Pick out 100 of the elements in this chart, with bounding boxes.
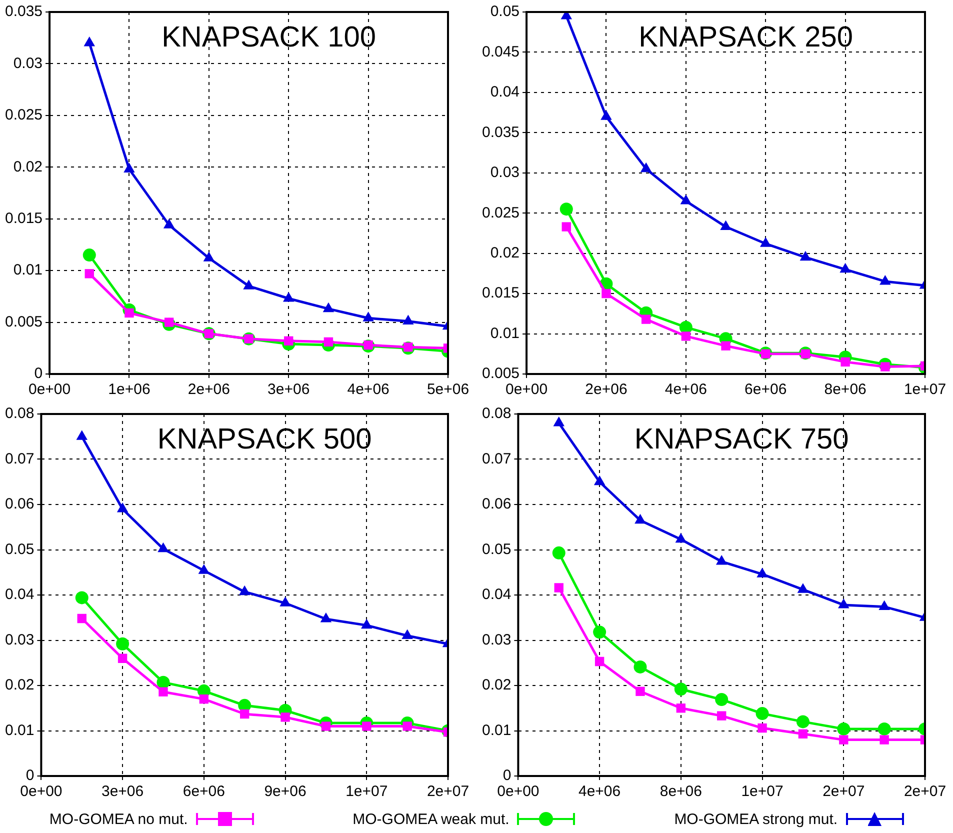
point [800,250,812,261]
y-tick-label: 0.015 [482,284,520,302]
chart-title: KNAPSACK 250 [638,22,853,54]
x-tick-label: 6e+06 [182,783,225,800]
x-tick-label: 4e+06 [347,381,390,398]
y-tick-label: 0.05 [4,540,34,558]
point [116,637,130,650]
point [240,709,250,719]
y-tick-label: 0.02 [4,676,34,694]
y-tick-label: 0.05 [482,540,512,558]
x-tick-label: 8e+06 [660,783,702,800]
y-tick-label: 0.035 [482,124,520,141]
point [158,542,169,552]
y-tick-label: 0.07 [482,450,512,468]
y-tick-label: 0.045 [482,43,520,60]
point [82,248,96,262]
point [280,712,290,722]
point [680,194,692,204]
point [798,729,808,739]
y-tick-label: 0.04 [490,84,520,101]
point [158,687,168,696]
point [878,600,890,610]
point [163,218,175,228]
x-tick-label: 3e+06 [268,381,310,398]
x-tick-label: 3e+06 [101,783,144,800]
x-tick-label: 2e+07 [822,783,865,800]
y-tick-label: 0.03 [490,164,520,182]
x-tick-label: 1e+07 [904,381,946,398]
point [756,707,769,720]
point [880,274,891,285]
y-tick-label: 0.08 [482,405,512,422]
point [324,337,334,347]
legend-label: MO-GOMEA weak mut. [352,810,510,828]
point [594,475,606,486]
point [634,660,647,674]
y-tick-label: 0.025 [4,106,43,124]
point [361,618,372,629]
point [282,292,294,302]
point [720,220,732,230]
point [721,341,730,350]
x-tick-label: 2e+07 [426,783,470,800]
point [553,416,565,426]
point [562,222,571,232]
y-tick-label: 0.015 [4,210,43,227]
point [402,314,414,324]
point [203,252,215,262]
x-tick-label: 2e+06 [188,381,230,398]
x-tick-label: 4e+06 [664,381,707,398]
point [116,502,128,512]
x-tick-label: 1e+07 [741,783,784,800]
y-tick-label: 0.04 [4,586,34,604]
y-tick-label: 0.01 [4,722,34,739]
point [84,269,94,278]
point [756,568,768,578]
y-tick-label: 0.02 [13,158,43,176]
point [641,314,651,324]
point [554,583,564,592]
y-tick-label: 0.03 [13,54,43,72]
point [758,723,767,733]
point [402,629,413,639]
legend-label: MO-GOMEA strong mut. [674,810,838,828]
y-tick-label: 0.005 [482,365,520,382]
y-tick-label: 0.01 [13,262,43,279]
point [715,693,728,706]
point [84,36,96,46]
point [600,110,612,120]
x-tick-label: 9e+06 [264,783,306,800]
point [716,555,728,565]
point [837,722,850,736]
point [594,656,604,666]
y-tick-label: 0.08 [4,405,34,422]
y-tick-label: 0 [34,365,43,382]
y-tick-label: 0.035 [4,3,43,20]
point [243,280,254,290]
point [797,583,809,593]
point [676,704,686,713]
y-tick-label: 0.025 [482,204,520,222]
point [280,596,291,606]
y-tick-label: 0.04 [482,586,512,604]
x-tick-label: 2e+07 [904,783,946,800]
y-tick-label: 0.03 [4,631,34,648]
y-tick-label: 0.01 [482,722,512,739]
x-tick-label: 8e+06 [824,381,866,398]
point [674,682,688,696]
y-tick-label: 0.02 [490,244,520,262]
point [880,735,889,744]
point [796,715,810,728]
x-tick-label: 1e+06 [108,381,150,398]
chart-title: KNAPSACK 750 [634,424,849,456]
point [675,532,687,543]
x-tick-label: 5e+06 [426,381,470,398]
point [362,312,374,322]
point [593,626,606,639]
y-tick-label: 0.005 [4,313,43,330]
point [839,735,848,744]
point [76,430,88,440]
x-tick-label: 1e+07 [346,783,388,800]
chart-title: KNAPSACK 500 [157,424,372,456]
y-tick-label: 0.02 [482,676,512,694]
chart-title: KNAPSACK 100 [162,22,376,54]
